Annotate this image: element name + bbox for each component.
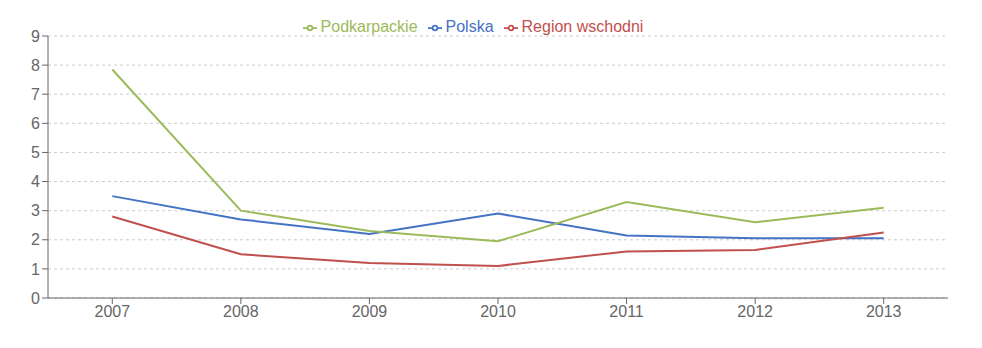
svg-text:2010: 2010 (480, 303, 516, 320)
svg-text:9: 9 (31, 28, 40, 45)
svg-text:2: 2 (31, 231, 40, 248)
html-text:Polska: Polska (445, 18, 494, 35)
svg-text:3: 3 (31, 202, 40, 219)
svg-text:4: 4 (31, 173, 40, 190)
svg-text:2009: 2009 (352, 303, 388, 320)
svg-text:6: 6 (31, 115, 40, 132)
svg-text:0: 0 (31, 290, 40, 307)
html-text:Podkarpackie: Podkarpackie (320, 18, 418, 35)
html-text:Region wschodni: Region wschodni (521, 18, 644, 35)
svg-text:5: 5 (31, 144, 40, 161)
svg-text:7: 7 (31, 86, 40, 103)
svg-text:2012: 2012 (737, 303, 773, 320)
svg-text:2008: 2008 (223, 303, 259, 320)
svg-text:2007: 2007 (94, 303, 130, 320)
svg-text:2013: 2013 (866, 303, 902, 320)
svg-text:8: 8 (31, 57, 40, 74)
svg-text:2011: 2011 (609, 303, 644, 320)
svg-text:1: 1 (31, 261, 40, 278)
